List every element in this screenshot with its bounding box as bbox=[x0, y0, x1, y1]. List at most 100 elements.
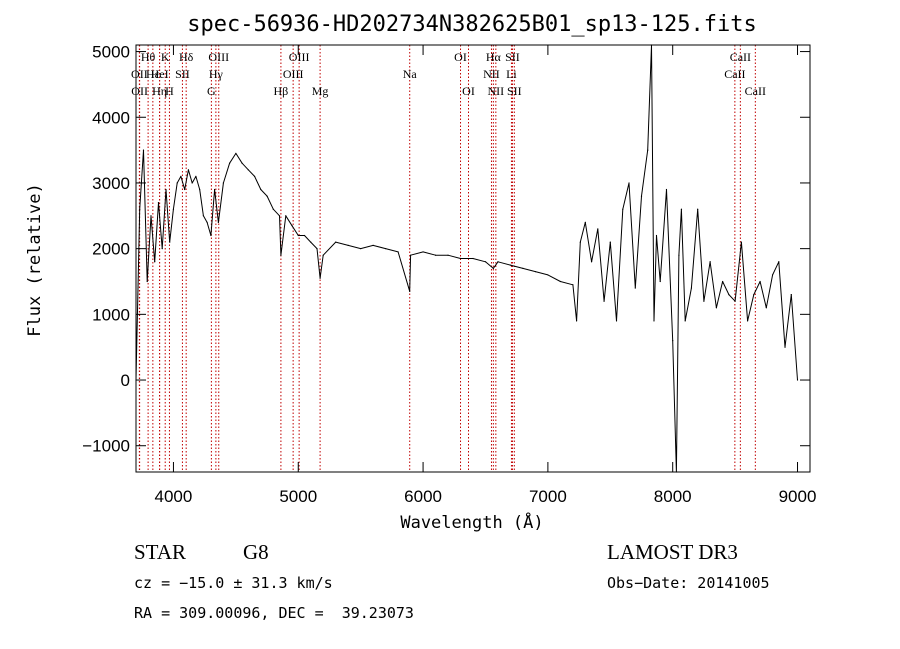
spectral-line-label: Li bbox=[506, 67, 517, 81]
flux-data-point bbox=[653, 320, 655, 322]
flux-data-point bbox=[522, 267, 524, 269]
flux-data-point bbox=[740, 241, 742, 243]
flux-series-line bbox=[135, 44, 798, 473]
flux-data-point bbox=[584, 221, 586, 223]
flux-data-point bbox=[684, 320, 686, 322]
flux-data-point bbox=[335, 241, 337, 243]
flux-data-point bbox=[784, 346, 786, 348]
flux-series bbox=[135, 44, 799, 473]
flux-data-point bbox=[142, 149, 145, 151]
flux-data-point bbox=[154, 261, 156, 263]
flux-data-point bbox=[184, 188, 186, 191]
flux-data-point bbox=[497, 261, 499, 263]
flux-data-point bbox=[222, 182, 224, 184]
flux-data-point bbox=[139, 208, 141, 210]
x-tick-label: 7000 bbox=[529, 487, 567, 506]
flux-data-point bbox=[746, 320, 749, 322]
spectral-line-label: G bbox=[207, 84, 216, 98]
y-tick-label: −1000 bbox=[82, 437, 130, 456]
y-tick-label: 0 bbox=[121, 371, 130, 390]
flux-data-point bbox=[572, 284, 574, 286]
flux-data-point bbox=[303, 234, 306, 237]
flux-data-point bbox=[187, 169, 190, 171]
flux-data-point bbox=[165, 188, 167, 191]
flux-data-point bbox=[372, 244, 374, 246]
x-axis-label: Wavelength (Å) bbox=[400, 511, 543, 533]
flux-data-point bbox=[672, 340, 674, 342]
flux-data-point bbox=[547, 274, 549, 276]
flux-data-point bbox=[217, 221, 219, 223]
spectral-line-label: NII bbox=[483, 67, 500, 81]
object-subclass: G8 bbox=[243, 540, 269, 564]
spectral-line-label: HeI bbox=[151, 67, 169, 81]
y-tick-label: 3000 bbox=[92, 174, 130, 193]
flux-data-point bbox=[214, 188, 216, 191]
flux-data-point bbox=[665, 188, 668, 191]
flux-data-point bbox=[472, 257, 474, 260]
spectral-line-label: OII bbox=[131, 67, 148, 81]
flux-data-point bbox=[622, 208, 624, 210]
y-tick-label: 5000 bbox=[92, 43, 130, 62]
spectral-line-label: Hη bbox=[152, 84, 167, 98]
flux-data-point bbox=[722, 280, 724, 283]
flux-data-point bbox=[559, 280, 561, 283]
x-tick-label: 4000 bbox=[155, 487, 193, 506]
flux-data-point bbox=[280, 254, 282, 256]
spectral-line-label: SII bbox=[175, 67, 190, 81]
flux-data-point bbox=[310, 241, 312, 243]
flux-data-point bbox=[409, 290, 411, 292]
flux-data-point bbox=[409, 254, 412, 256]
flux-data-point bbox=[266, 195, 268, 197]
flux-data-point bbox=[447, 254, 449, 256]
flux-data-point bbox=[195, 175, 197, 177]
flux-data-point bbox=[229, 162, 231, 164]
flux-data-point bbox=[703, 300, 705, 302]
spectral-line-label: OII bbox=[131, 84, 148, 98]
spectral-line-label: OI bbox=[462, 84, 475, 98]
flux-data-point bbox=[360, 248, 362, 250]
flux-data-point bbox=[210, 234, 212, 237]
x-axis-ticks: 4000 5000 6000 7000 8000 9000 bbox=[155, 45, 816, 506]
flux-data-point bbox=[319, 277, 321, 279]
flux-data-point bbox=[765, 307, 767, 309]
spectral-line-label: Na bbox=[403, 67, 418, 81]
spectrum-chart: spec-56936-HD202734N382625B01_sp13-125.f… bbox=[25, 12, 816, 533]
spectral-line-markers bbox=[138, 45, 756, 472]
flux-data-point bbox=[247, 169, 249, 171]
flux-data-point bbox=[634, 287, 636, 289]
flux-data-point bbox=[316, 248, 318, 250]
flux-data-point bbox=[753, 294, 755, 296]
flux-data-point bbox=[146, 280, 148, 283]
flux-data-point bbox=[680, 208, 683, 210]
flux-data-point bbox=[202, 215, 204, 217]
flux-data-point bbox=[422, 251, 424, 253]
flux-data-point bbox=[180, 175, 182, 177]
flux-data-point bbox=[655, 234, 658, 237]
spectral-line-label: CaII bbox=[724, 67, 745, 81]
y-tick-label: 4000 bbox=[92, 108, 130, 127]
flux-data-point bbox=[150, 215, 152, 217]
spectral-line-label: Hθ bbox=[141, 50, 156, 64]
flux-data-point bbox=[609, 241, 611, 243]
flux-data-point bbox=[697, 208, 699, 210]
flux-data-point bbox=[241, 162, 243, 164]
y-axis-ticks: −1000 0 1000 2000 3000 4000 5000 bbox=[82, 43, 810, 456]
flux-data-point bbox=[659, 280, 661, 283]
redshift-velocity: cz = −15.0 ± 31.3 km/s bbox=[134, 574, 333, 592]
flux-data-point bbox=[161, 248, 163, 250]
flux-data-point bbox=[172, 208, 175, 210]
spectral-line-label: Hβ bbox=[274, 84, 289, 98]
spectral-line-label: OIII bbox=[208, 50, 229, 64]
flux-data-point bbox=[790, 294, 792, 296]
flux-data-point bbox=[575, 320, 578, 322]
spectral-line-label: Hγ bbox=[209, 67, 224, 81]
flux-data-point bbox=[484, 261, 487, 263]
flux-data-point bbox=[615, 320, 618, 322]
flux-data-point bbox=[597, 228, 599, 230]
flux-data-point bbox=[253, 175, 256, 177]
spectral-line-label: Hδ bbox=[179, 50, 194, 64]
flux-data-point bbox=[603, 300, 605, 302]
x-tick-label: 6000 bbox=[404, 487, 442, 506]
sky-coordinates: RA = 309.00096, DEC = 39.23073 bbox=[134, 604, 414, 622]
